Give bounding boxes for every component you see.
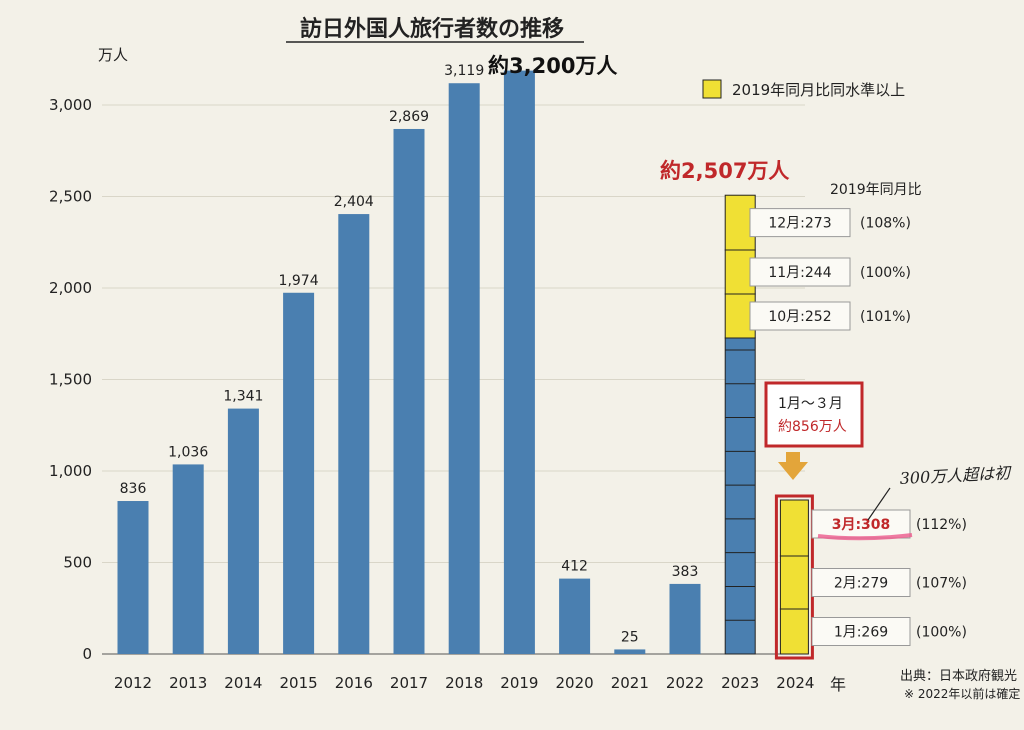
bar [338, 214, 370, 654]
x-tick-label: 2014 [224, 674, 262, 692]
bar-segment-highlight [779, 608, 809, 655]
x-unit-label: 年 [830, 675, 846, 694]
data-label: 2,869 [389, 109, 429, 125]
month-box [749, 257, 851, 287]
x-tick-label: 2024 [776, 674, 814, 692]
month-pct: (108%) [860, 216, 911, 232]
month-pct: (112%) [916, 517, 967, 533]
month-label: 2月:279 [834, 576, 888, 592]
bar [614, 649, 646, 654]
handwritten-pointer [867, 487, 891, 521]
q1-arrow [778, 452, 808, 480]
stack-2024: 3月:308 (112%) 2月:279 (107%) 1月:269 (100%) [774, 494, 967, 660]
data-label: 25 [621, 629, 639, 645]
data-labels: 836 1,036 1,341 1,974 2,404 2,869 3,119 412 25 38… [120, 63, 699, 645]
data-label: 412 [561, 559, 588, 575]
x-tick-label: 2015 [280, 674, 318, 692]
month-pct: (101%) [860, 309, 911, 325]
q1-callout: 1月～３月 約856万人 [764, 381, 864, 480]
data-label: 1,341 [223, 389, 263, 405]
legend-label: 2019年同月比同水準以上 [732, 81, 905, 99]
y-tick-label: 1,500 [49, 371, 92, 389]
y-tick-label: 2,000 [49, 279, 92, 297]
bar [503, 70, 535, 654]
data-label: 3,119 [444, 63, 484, 79]
source-note: 出典：日本政府観光 [900, 669, 1017, 684]
month-box [749, 208, 851, 238]
bars [117, 70, 701, 654]
x-tick-label: 2021 [611, 674, 649, 692]
x-axis: 2012 2013 2014 2015 2016 2017 2018 2019 2020 2021… [114, 674, 815, 692]
bar-segment-highlight [779, 499, 809, 557]
month-pct: (107%) [916, 576, 967, 592]
month-label: 12月:273 [768, 216, 831, 232]
highlight-underline [817, 533, 913, 541]
bar [393, 128, 425, 654]
data-label: 1,036 [168, 444, 208, 460]
bar [669, 583, 701, 654]
month-label: 3月:308 [832, 517, 891, 533]
month-box [749, 301, 851, 331]
bar [559, 578, 591, 654]
y-tick-label: 500 [63, 554, 92, 572]
x-tick-label: 2023 [721, 674, 759, 692]
data-label: 836 [120, 481, 147, 497]
x-tick-label: 2016 [335, 674, 373, 692]
x-tick-label: 2019 [500, 674, 538, 692]
month-pct: (100%) [916, 625, 967, 641]
bar [448, 83, 480, 654]
bar [283, 292, 315, 654]
x-tick-label: 2012 [114, 674, 152, 692]
handwritten-note: 300万人超は初 [899, 463, 1012, 488]
y-tick-label: 2,500 [49, 188, 92, 206]
q1-box [764, 381, 864, 448]
y-tick-label: 3,000 [49, 96, 92, 114]
footnote: ※ 2022年以前は確定 [904, 686, 1020, 701]
q1-line2: 約856万人 [778, 419, 847, 435]
x-tick-label: 2018 [445, 674, 483, 692]
comparison-header: 2019年同月比 [830, 182, 922, 198]
month-pct: (100%) [860, 265, 911, 281]
data-label: 1,974 [279, 273, 319, 289]
callout-2023: 約2,507万人 [660, 159, 789, 183]
data-label: 2,404 [334, 194, 374, 210]
chart-title: 訪日外国人旅行者数の推移 [300, 16, 564, 42]
x-tick-label: 2020 [556, 674, 594, 692]
month-label: 1月:269 [834, 625, 888, 641]
callout-2019: 約3,200万人 [488, 54, 617, 78]
month-box [811, 509, 911, 539]
bar [117, 501, 149, 654]
legend-swatch [702, 79, 722, 99]
stack-2023: 12月:273 (108%) 11月:244 (100%) 10月:252 (101%) [724, 194, 911, 655]
x-tick-label: 2022 [666, 674, 704, 692]
month-label: 11月:244 [768, 265, 831, 281]
x-tick-label: 2013 [169, 674, 207, 692]
month-box [811, 617, 911, 646]
bar [227, 408, 259, 654]
month-box [811, 568, 911, 597]
y-tick-label: 1,000 [49, 462, 92, 480]
q1-line1: 1月～３月 [778, 396, 843, 412]
unit-label: 万人 [98, 46, 128, 64]
bar-segment-highlight [779, 555, 809, 610]
y-tick-label: 0 [82, 645, 92, 663]
x-tick-label: 2017 [390, 674, 428, 692]
data-label: 383 [672, 564, 699, 580]
y-axis: 0 500 1,000 1,500 2,000 2,500 3,000 [49, 96, 805, 663]
month-label: 10月:252 [768, 309, 831, 325]
bar-segment [724, 337, 756, 655]
bar [172, 464, 204, 654]
